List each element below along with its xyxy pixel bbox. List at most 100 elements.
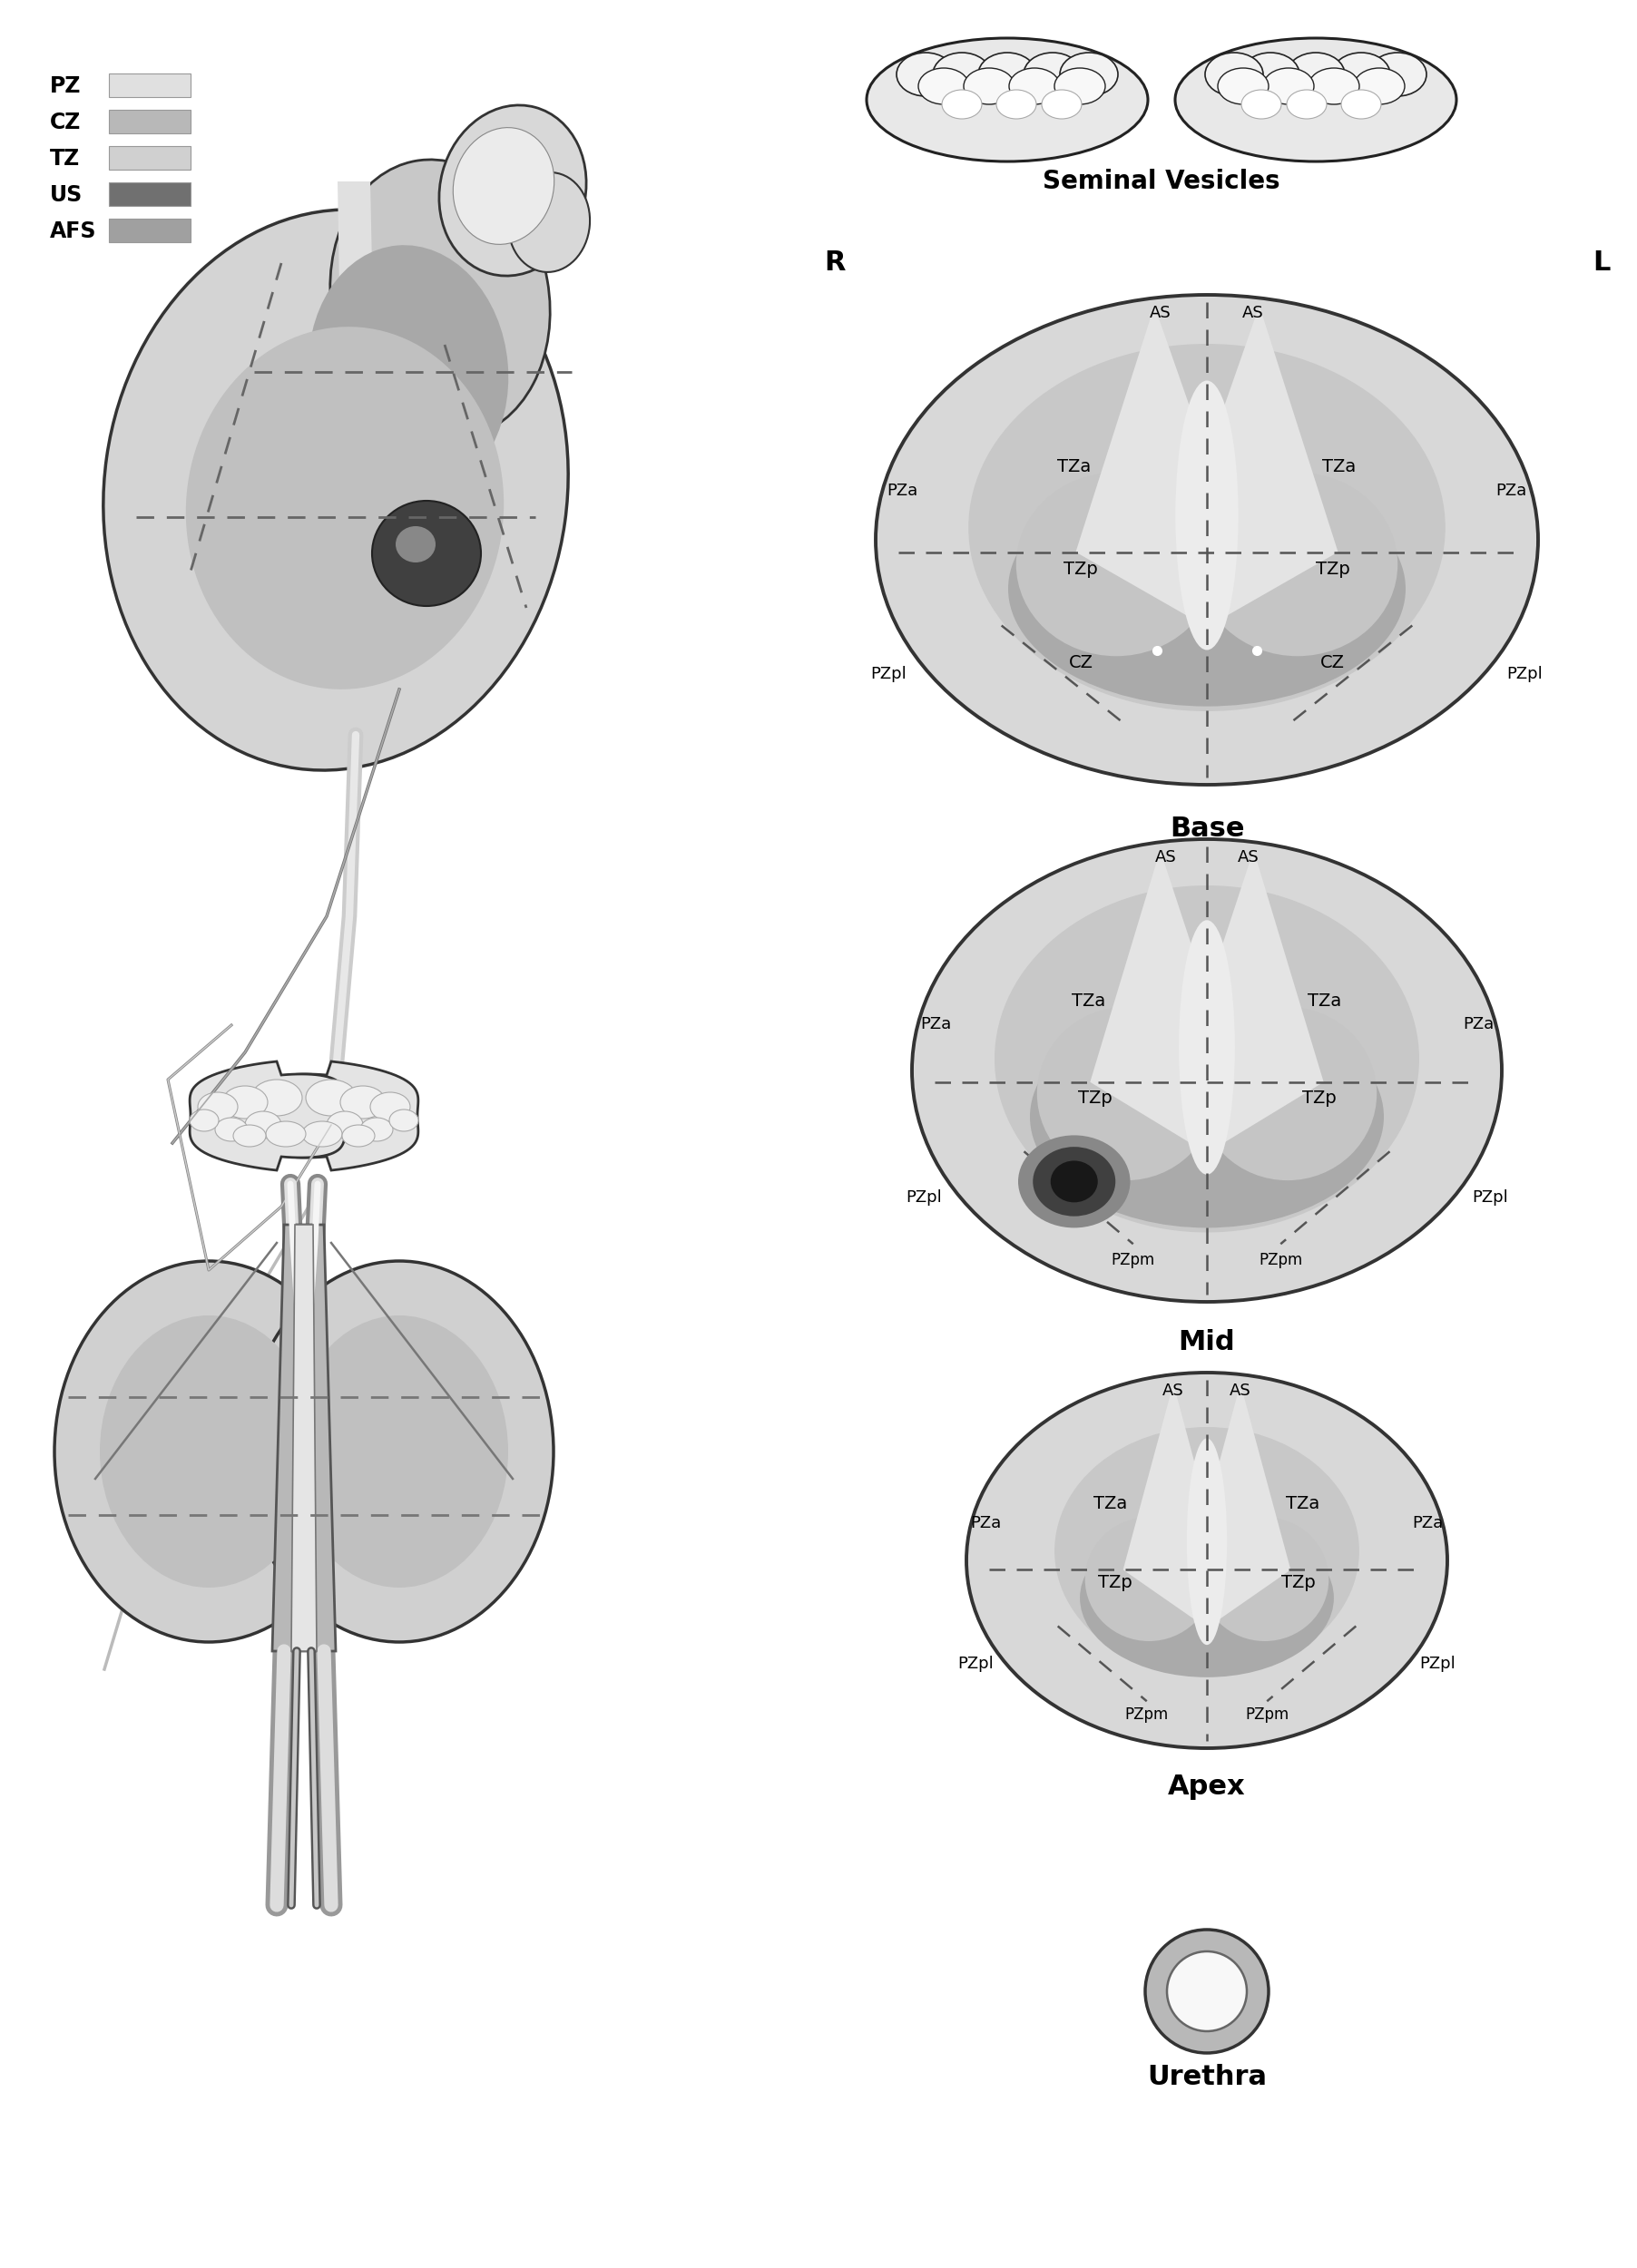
Text: TZp: TZp bbox=[1077, 1089, 1112, 1107]
Ellipse shape bbox=[100, 1315, 318, 1588]
Ellipse shape bbox=[995, 885, 1419, 1232]
Text: Base: Base bbox=[1169, 814, 1244, 841]
Ellipse shape bbox=[116, 1302, 156, 1329]
Text: TZp: TZp bbox=[1316, 560, 1351, 578]
Polygon shape bbox=[1210, 1383, 1290, 1626]
Ellipse shape bbox=[370, 1093, 411, 1120]
Text: US: US bbox=[49, 184, 83, 206]
Ellipse shape bbox=[308, 245, 509, 499]
Ellipse shape bbox=[964, 68, 1015, 104]
Ellipse shape bbox=[303, 1120, 342, 1148]
Ellipse shape bbox=[1175, 39, 1457, 161]
Text: TZp: TZp bbox=[1301, 1089, 1336, 1107]
Ellipse shape bbox=[876, 295, 1539, 785]
Ellipse shape bbox=[439, 104, 586, 277]
Text: CZ: CZ bbox=[49, 111, 82, 134]
Text: TZa: TZa bbox=[1308, 993, 1342, 1009]
Polygon shape bbox=[1210, 306, 1337, 626]
Ellipse shape bbox=[1187, 1438, 1228, 1644]
Text: TZa: TZa bbox=[1323, 458, 1357, 474]
Ellipse shape bbox=[54, 1261, 363, 1642]
Text: PZpm: PZpm bbox=[1112, 1252, 1156, 1268]
Text: CZ: CZ bbox=[1321, 653, 1346, 671]
Text: TZp: TZp bbox=[1064, 560, 1098, 578]
Ellipse shape bbox=[265, 1120, 306, 1148]
Text: PZa: PZa bbox=[1413, 1515, 1444, 1531]
Ellipse shape bbox=[246, 1261, 553, 1642]
Ellipse shape bbox=[198, 1093, 237, 1120]
Text: TZa: TZa bbox=[1072, 993, 1107, 1009]
Ellipse shape bbox=[290, 1315, 507, 1588]
Ellipse shape bbox=[88, 1343, 129, 1370]
Ellipse shape bbox=[1241, 91, 1282, 118]
Ellipse shape bbox=[331, 159, 550, 440]
Text: PZa: PZa bbox=[1496, 483, 1527, 499]
Ellipse shape bbox=[1085, 1517, 1213, 1642]
Ellipse shape bbox=[252, 1080, 303, 1116]
Text: TZa: TZa bbox=[1287, 1495, 1319, 1513]
FancyBboxPatch shape bbox=[110, 73, 190, 98]
Ellipse shape bbox=[1036, 1007, 1215, 1179]
Text: PZpl: PZpl bbox=[905, 1188, 941, 1207]
Ellipse shape bbox=[507, 172, 589, 272]
Ellipse shape bbox=[966, 1372, 1447, 1749]
FancyBboxPatch shape bbox=[110, 218, 190, 243]
Text: PZpl: PZpl bbox=[871, 667, 907, 683]
Ellipse shape bbox=[1033, 1148, 1115, 1216]
Ellipse shape bbox=[979, 52, 1036, 95]
Polygon shape bbox=[1090, 850, 1205, 1152]
Text: Apex: Apex bbox=[1169, 1774, 1246, 1801]
Text: CZ: CZ bbox=[1069, 653, 1094, 671]
Ellipse shape bbox=[1054, 68, 1105, 104]
Ellipse shape bbox=[246, 1111, 282, 1139]
Ellipse shape bbox=[912, 839, 1501, 1302]
Text: PZpm: PZpm bbox=[1259, 1252, 1303, 1268]
Ellipse shape bbox=[396, 526, 435, 562]
Text: PZ: PZ bbox=[49, 75, 82, 98]
Text: Urethra: Urethra bbox=[1148, 2064, 1267, 2091]
Ellipse shape bbox=[190, 1109, 219, 1132]
Ellipse shape bbox=[1205, 52, 1264, 95]
Ellipse shape bbox=[997, 91, 1036, 118]
Text: PZa: PZa bbox=[971, 1515, 1002, 1531]
Ellipse shape bbox=[1354, 68, 1405, 104]
Text: Mid: Mid bbox=[1179, 1329, 1236, 1356]
Ellipse shape bbox=[918, 68, 969, 104]
Ellipse shape bbox=[1202, 1517, 1329, 1642]
Text: PZpl: PZpl bbox=[1419, 1656, 1455, 1672]
Ellipse shape bbox=[1030, 1005, 1383, 1227]
Ellipse shape bbox=[1018, 1136, 1130, 1227]
Ellipse shape bbox=[223, 1086, 268, 1118]
Ellipse shape bbox=[1059, 52, 1118, 95]
Ellipse shape bbox=[1080, 1520, 1334, 1678]
Text: PZpl: PZpl bbox=[958, 1656, 994, 1672]
Ellipse shape bbox=[372, 501, 481, 606]
Ellipse shape bbox=[214, 1118, 247, 1141]
Ellipse shape bbox=[340, 1086, 386, 1118]
Ellipse shape bbox=[1308, 68, 1359, 104]
Ellipse shape bbox=[866, 39, 1148, 161]
Ellipse shape bbox=[1333, 52, 1390, 95]
Text: PZpl: PZpl bbox=[1506, 667, 1544, 683]
Polygon shape bbox=[1076, 306, 1205, 626]
Polygon shape bbox=[264, 1061, 417, 1170]
Text: PZa: PZa bbox=[887, 483, 918, 499]
Ellipse shape bbox=[1017, 472, 1216, 655]
Ellipse shape bbox=[360, 1118, 393, 1141]
Text: L: L bbox=[1593, 249, 1611, 277]
Text: TZa: TZa bbox=[1058, 458, 1092, 474]
Text: PZa: PZa bbox=[1463, 1016, 1493, 1032]
Text: AFS: AFS bbox=[49, 220, 97, 243]
Ellipse shape bbox=[390, 1109, 419, 1132]
Polygon shape bbox=[1123, 1383, 1205, 1626]
Ellipse shape bbox=[969, 345, 1445, 712]
Ellipse shape bbox=[1197, 472, 1398, 655]
Text: PZpm: PZpm bbox=[1125, 1706, 1169, 1721]
Text: AS: AS bbox=[1154, 848, 1177, 866]
Ellipse shape bbox=[232, 1125, 265, 1148]
Ellipse shape bbox=[103, 209, 568, 771]
Text: TZp: TZp bbox=[1282, 1574, 1316, 1592]
Ellipse shape bbox=[933, 52, 990, 95]
Ellipse shape bbox=[1287, 52, 1346, 95]
FancyBboxPatch shape bbox=[110, 181, 190, 206]
